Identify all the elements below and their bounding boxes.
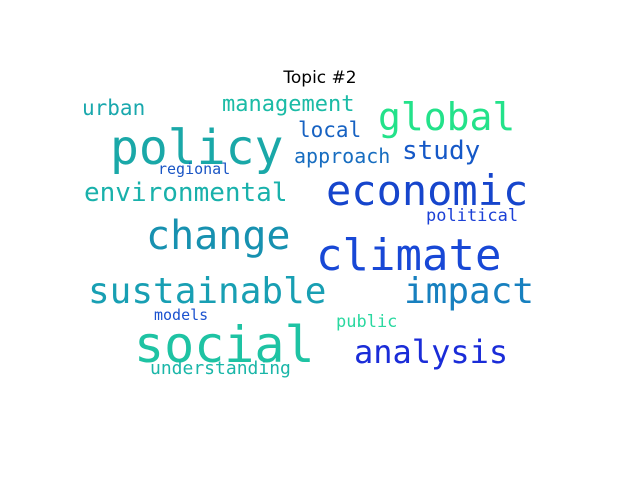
word-sustainable: sustainable	[88, 271, 327, 312]
chart-title: Topic #2	[283, 68, 357, 88]
word-climate: climate	[316, 230, 502, 281]
word-cloud: social policy climate economic change global s…	[80, 92, 560, 392]
word-public: public	[336, 312, 398, 332]
word-understanding: understanding	[150, 358, 291, 379]
word-policy: policy	[110, 120, 284, 176]
word-models: models	[154, 306, 209, 324]
word-regional: regional	[158, 160, 231, 178]
word-local: local	[298, 118, 362, 142]
word-analysis: analysis	[354, 333, 509, 371]
word-change: change	[146, 213, 291, 259]
word-political: political	[426, 206, 519, 226]
word-impact: impact	[404, 271, 535, 312]
word-study: study	[402, 136, 481, 166]
word-management: management	[222, 92, 355, 117]
word-global: global	[378, 95, 516, 139]
word-urban: urban	[82, 96, 146, 120]
word-social: social	[134, 316, 315, 374]
word-approach: approach	[294, 144, 391, 168]
word-environmental: environmental	[84, 178, 288, 208]
word-economic: economic	[326, 166, 529, 215]
